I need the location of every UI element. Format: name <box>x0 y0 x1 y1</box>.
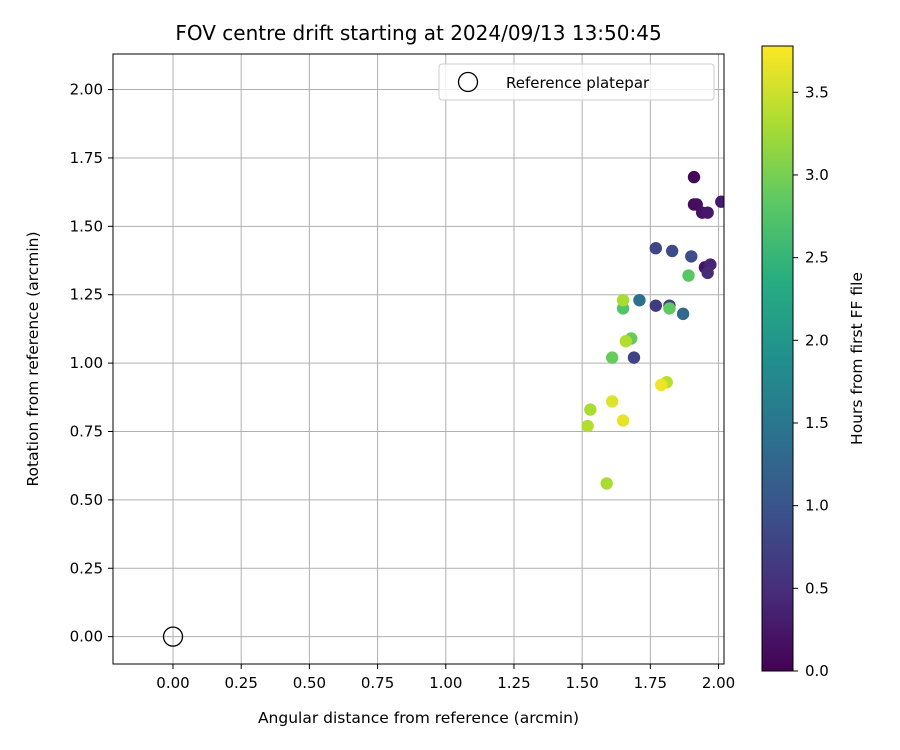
colorbar-tick-label: 1.5 <box>805 414 829 432</box>
x-tick-label: 0.75 <box>361 674 394 692</box>
data-point <box>616 414 630 427</box>
colorbar-tick-label: 2.5 <box>805 249 829 267</box>
x-tick-label: 1.00 <box>429 674 462 692</box>
chart-title: FOV centre drift starting at 2024/09/13 … <box>175 21 661 45</box>
y-tick-label: 1.00 <box>70 354 103 372</box>
x-tick-label: 0.00 <box>156 674 189 692</box>
colorbar-tick-label: 0.5 <box>805 579 829 597</box>
data-point <box>687 170 701 184</box>
data-point <box>633 293 646 307</box>
data-point <box>605 351 619 364</box>
data-points <box>581 170 724 490</box>
y-tick-label: 0.00 <box>70 628 103 646</box>
y-axis-ticks: 0.00 0.25 0.50 0.75 1.00 1.25 1.50 1.75 2.00 <box>70 81 113 646</box>
x-axis-label: Angular distance from reference (arcmin) <box>258 709 579 727</box>
legend-box <box>438 63 715 101</box>
data-point <box>619 335 633 348</box>
data-point <box>682 269 695 282</box>
data-point <box>701 206 714 219</box>
data-point <box>655 378 668 392</box>
colorbar-tick-label: 3.5 <box>805 83 829 101</box>
reference-point-layer <box>162 626 184 647</box>
y-tick-label: 1.50 <box>70 217 103 235</box>
data-point <box>605 395 619 408</box>
x-axis-ticks: 0.00 0.25 0.50 0.75 1.00 1.25 1.50 1.75 2.00 <box>156 664 735 692</box>
y-tick-label: 1.25 <box>70 286 103 304</box>
legend: Reference platepar <box>438 63 715 101</box>
colorbar-tick-label: 2.0 <box>805 331 829 349</box>
data-point <box>665 244 679 258</box>
data-point <box>676 307 690 321</box>
data-point <box>627 351 641 364</box>
colorbar-tick-label: 0.0 <box>805 662 829 680</box>
y-tick-label: 1.75 <box>70 149 103 167</box>
plot-frame <box>112 53 725 665</box>
y-axis-label: Rotation from reference (arcmin) <box>24 231 42 486</box>
data-point <box>649 242 663 255</box>
data-point <box>584 403 597 416</box>
colorbar-ticks: 0.0 0.5 1.0 1.5 2.0 2.5 3.0 3.5 <box>793 83 829 680</box>
data-point <box>649 299 663 312</box>
data-point <box>616 293 630 307</box>
x-tick-label: 1.75 <box>634 674 667 692</box>
x-tick-label: 1.25 <box>497 674 530 692</box>
colorbar-tick-label: 1.0 <box>805 497 829 515</box>
legend-marker-open-circle <box>457 71 479 93</box>
x-tick-label: 2.00 <box>702 674 735 692</box>
x-tick-label: 0.50 <box>293 674 326 692</box>
y-tick-label: 0.50 <box>70 491 103 509</box>
legend-entry-label: Reference platepar <box>506 74 650 92</box>
colorbar: 0.0 0.5 1.0 1.5 2.0 2.5 3.0 3.5 Hours from firs… <box>761 45 866 680</box>
data-point <box>600 477 613 490</box>
grid-lines <box>113 54 724 664</box>
y-tick-label: 2.00 <box>70 81 103 99</box>
y-tick-label: 0.25 <box>70 559 103 577</box>
colorbar-tick-label: 3.0 <box>805 166 829 184</box>
reference-point-marker <box>162 626 184 647</box>
data-point <box>701 266 714 280</box>
data-point <box>663 302 676 315</box>
colorbar-gradient <box>761 45 794 672</box>
data-point <box>581 419 594 433</box>
data-point <box>685 250 698 263</box>
x-tick-label: 1.50 <box>565 674 598 692</box>
colorbar-label: Hours from first FF file <box>848 272 866 445</box>
y-tick-label: 0.75 <box>70 422 103 440</box>
x-tick-label: 0.25 <box>224 674 257 692</box>
data-point <box>715 195 724 208</box>
